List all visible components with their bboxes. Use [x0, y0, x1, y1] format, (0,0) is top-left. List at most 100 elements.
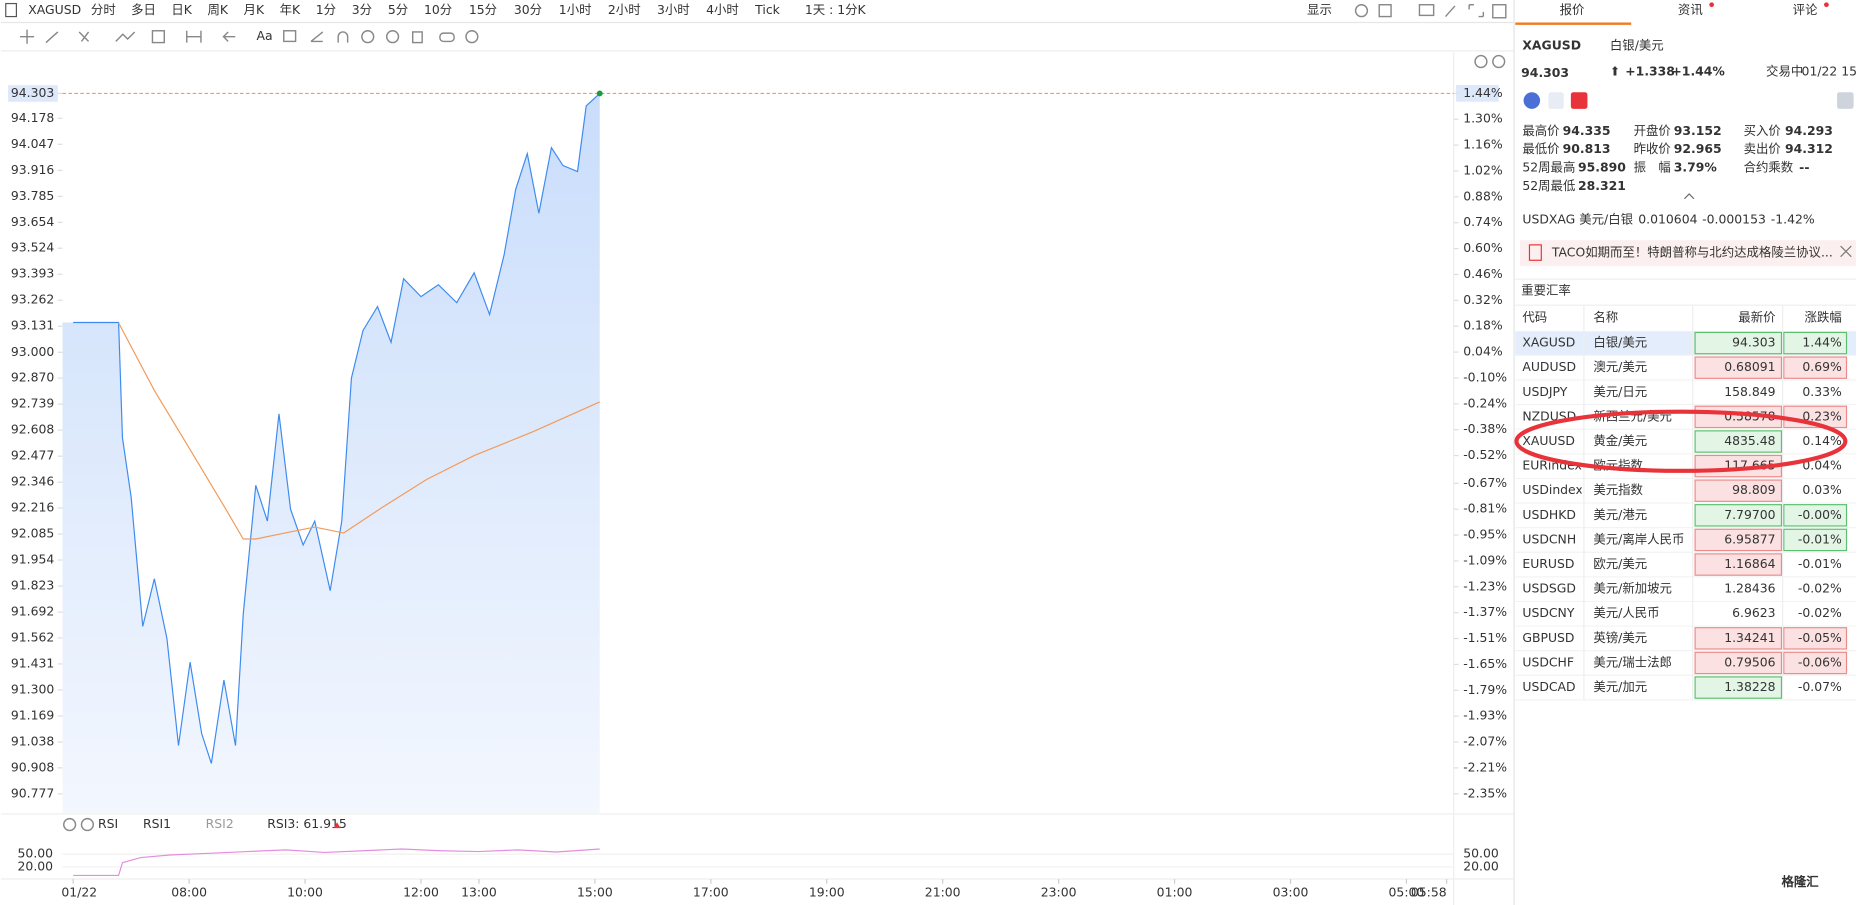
row-name[interactable]: 美元/新加坡元 — [1593, 581, 1672, 596]
quote-code: XAGUSD — [1522, 38, 1581, 53]
rsi-close[interactable] — [80, 817, 95, 832]
row-code[interactable]: AUDUSD — [1522, 359, 1576, 374]
period-tab[interactable]: 周K — [207, 2, 228, 17]
last-price-box — [8, 85, 58, 102]
period-tab[interactable]: 多日 — [131, 2, 156, 17]
tool-icon[interactable] — [222, 31, 236, 42]
y-tick-label: 92.346 — [11, 474, 55, 489]
row-price: 6.95877 — [1724, 531, 1775, 546]
tool-icon[interactable] — [465, 30, 479, 44]
row-code[interactable]: USDSGD — [1522, 581, 1576, 596]
tool-icon[interactable] — [115, 31, 136, 42]
tool-icon[interactable] — [310, 31, 324, 43]
row-code[interactable]: USDJPY — [1522, 384, 1567, 399]
panel-tab[interactable]: 评论 — [1793, 2, 1818, 17]
panel-tab[interactable]: 资讯 — [1678, 2, 1703, 17]
row-code[interactable]: EURUSD — [1522, 556, 1574, 571]
y-tick-label: 92.870 — [11, 370, 55, 385]
period-tab[interactable]: 月K — [244, 2, 265, 17]
period-tab[interactable]: 5分 — [388, 2, 408, 17]
row-code[interactable]: XAGUSD — [1522, 335, 1575, 350]
period-tab[interactable]: 30分 — [514, 2, 542, 17]
tool-icon[interactable] — [78, 31, 90, 42]
row-name[interactable]: 美元/瑞士法郎 — [1593, 654, 1672, 669]
row-name[interactable]: 美元/港元 — [1593, 507, 1647, 522]
fullscreen-icon[interactable] — [1468, 4, 1485, 18]
row-code[interactable]: USDHKD — [1522, 507, 1576, 522]
period-tab[interactable]: 4小时 — [706, 2, 739, 17]
tool-icon[interactable] — [186, 30, 202, 43]
row-name[interactable]: 美元/离岸人民币 — [1593, 531, 1684, 546]
zoom-in-icon[interactable] — [1492, 54, 1506, 69]
tool-icon[interactable] — [337, 31, 349, 43]
layout-icon[interactable] — [1378, 4, 1392, 18]
period-tab[interactable]: 分时 — [91, 2, 116, 17]
panel-tab[interactable]: 报价 — [1560, 2, 1585, 17]
y2-tick-label: -2.07% — [1463, 734, 1507, 749]
period-tab[interactable]: 15分 — [469, 2, 497, 17]
drawing-tools — [19, 4, 1507, 832]
rsi-tick-label: 50.00 — [1463, 846, 1499, 861]
row-code[interactable]: USDCAD — [1522, 679, 1575, 694]
row-change: 0.14% — [1802, 433, 1842, 448]
period-tab[interactable]: 10分 — [424, 2, 452, 17]
period-tab[interactable]: 2小时 — [608, 2, 641, 17]
row-name[interactable]: 美元/加元 — [1593, 679, 1647, 694]
tool-icon[interactable] — [19, 29, 35, 44]
row-name[interactable]: 欧元/美元 — [1593, 556, 1647, 571]
content: XAGUSD 分时 多日 日K 周K 月K 年K 1分 3分 5分 10分 15分 30分 1小时 2小时 3… — [8, 2, 1856, 900]
row-name[interactable]: 白银/美元 — [1593, 335, 1647, 350]
close-icon[interactable] — [1840, 245, 1852, 258]
row-code[interactable]: USDCNH — [1522, 531, 1576, 546]
tool-icon[interactable] — [439, 32, 455, 43]
row-name[interactable]: 美元/日元 — [1593, 384, 1647, 399]
news-icon — [1528, 244, 1542, 261]
row-code[interactable]: USDCHF — [1522, 654, 1574, 669]
y-tick-label: 94.178 — [11, 110, 55, 125]
panel-icon[interactable] — [1492, 4, 1507, 19]
camera-icon[interactable] — [1418, 4, 1435, 17]
y2-tick-label: -0.38% — [1463, 421, 1507, 436]
tool-icon[interactable] — [411, 31, 423, 44]
rsi-tick-label: 20.00 — [1463, 858, 1499, 873]
row-name[interactable]: 澳元/美元 — [1593, 359, 1647, 374]
rsi-tick-label: 50.00 — [18, 846, 54, 861]
row-code[interactable]: XAUUSD — [1522, 433, 1575, 448]
tool-icon[interactable] — [45, 31, 59, 44]
period-tab[interactable]: 3小时 — [657, 2, 690, 17]
row-name[interactable]: 黄金/美元 — [1593, 433, 1647, 448]
row-name[interactable]: 美元指数 — [1593, 482, 1643, 497]
display-menu[interactable]: 显示 — [1307, 2, 1332, 17]
news-bar[interactable] — [1520, 240, 1856, 267]
tool-icon[interactable] — [385, 30, 400, 44]
tool-icon[interactable] — [283, 30, 297, 43]
row-name[interactable]: 英镑/美元 — [1593, 630, 1647, 645]
row-change: -0.06% — [1798, 654, 1842, 669]
globe-icon[interactable] — [1523, 92, 1541, 109]
pen-icon[interactable] — [1444, 5, 1456, 18]
favorite-icon[interactable] — [1570, 92, 1588, 109]
alert-icon[interactable] — [1837, 92, 1854, 109]
period-tab[interactable]: Tick — [754, 2, 780, 17]
tool-icon[interactable] — [151, 30, 165, 44]
tool-icon[interactable] — [361, 30, 375, 44]
settings-icon[interactable] — [1354, 4, 1369, 18]
period-tab[interactable]: 3分 — [352, 2, 372, 17]
row-code[interactable]: GBPUSD — [1522, 630, 1574, 645]
period-tab[interactable]: 1天 : 1分K — [805, 2, 867, 17]
period-tab[interactable]: 年K — [280, 2, 301, 17]
x-tick-label: 21:00 — [925, 885, 961, 900]
period-tab[interactable]: 日K — [171, 2, 192, 17]
sidebar-icon[interactable] — [5, 2, 17, 18]
zoom-out-icon[interactable] — [1474, 54, 1488, 69]
period-tab[interactable]: 1分 — [316, 2, 336, 17]
text-tool[interactable]: Aa — [257, 28, 273, 43]
period-tab[interactable]: 1小时 — [559, 2, 592, 17]
notice-dot — [1824, 2, 1829, 8]
doc-icon[interactable] — [1548, 92, 1564, 109]
row-name[interactable]: 美元/人民币 — [1593, 605, 1659, 620]
news-headline[interactable]: TACO如期而至！特朗普称与北约达成格陵兰协议... — [1551, 245, 1833, 260]
row-code[interactable]: USDindex — [1522, 482, 1582, 497]
row-code[interactable]: USDCNY — [1522, 605, 1574, 620]
rsi-settings[interactable] — [63, 817, 77, 832]
